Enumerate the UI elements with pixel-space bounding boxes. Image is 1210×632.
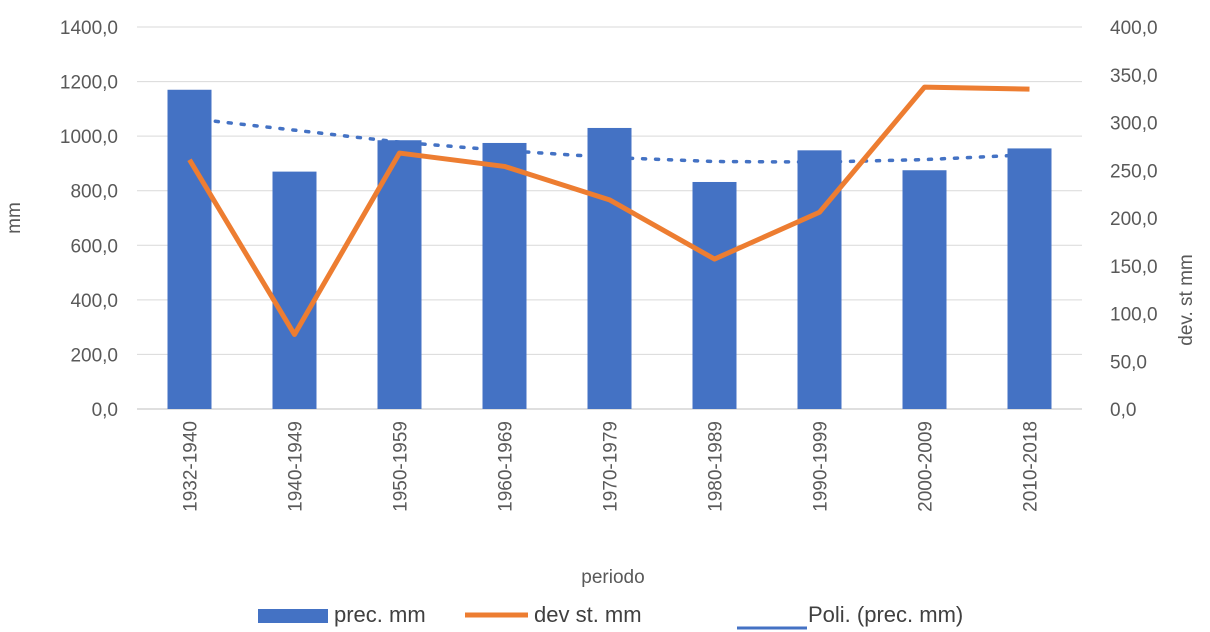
y2-tick-label: 50,0: [1110, 352, 1147, 373]
x-tick-label: 1932-1940: [181, 421, 202, 512]
y-tick-label: 200,0: [70, 345, 118, 366]
x-tick-label: 1960-1969: [496, 421, 517, 512]
legend: prec. mm dev st. mm Poli. (prec. mm): [258, 602, 963, 630]
y2-tick-label: 250,0: [1110, 161, 1158, 182]
bar: [587, 127, 632, 409]
y-axis-right-ticks: 0,0 50,0 100,0 150,0 200,0 250,0 300,0 350,0 400…: [1110, 18, 1158, 421]
bar: [902, 170, 947, 409]
bar: [377, 140, 422, 409]
y2-tick-label: 300,0: [1110, 114, 1158, 135]
x-tick-label: 2000-2009: [916, 421, 937, 512]
y-axis-left-ticks: 0,0 200,0 400,0 600,0 800,0 1000,0 1200,0 1400,…: [60, 18, 118, 421]
x-axis-ticks: 1932-1940 1940-1949 1950-1959 1960-1969 1970…: [181, 421, 1042, 512]
y2-tick-label: 0,0: [1110, 400, 1136, 421]
line-series: [187, 84, 1030, 338]
legend-label-prec: prec. mm: [334, 602, 426, 627]
y-tick-label: 400,0: [70, 291, 118, 312]
y-axis-title: mm: [4, 202, 25, 234]
x-tick-label: 2010-2018: [1021, 421, 1042, 512]
y-tick-label: 0,0: [92, 400, 118, 421]
bar-series: [167, 89, 1052, 409]
legend-label-poli: Poli. (prec. mm): [808, 602, 963, 627]
bar: [167, 89, 212, 409]
legend-label-devst: dev st. mm: [534, 602, 642, 627]
y-tick-label: 1000,0: [60, 127, 118, 148]
x-tick-label: 1990-1999: [811, 421, 832, 512]
x-tick-label: 1980-1989: [706, 421, 727, 512]
trendline-series: [187, 116, 1032, 164]
legend-swatch-prec: [258, 609, 328, 623]
x-tick-label: 1970-1979: [601, 421, 622, 512]
y2-axis-title: dev. st mm: [1176, 254, 1197, 346]
y2-tick-label: 150,0: [1110, 257, 1158, 278]
x-tick-label: 1940-1949: [286, 421, 307, 512]
trendline-path: [187, 116, 1032, 164]
y2-tick-label: 100,0: [1110, 305, 1158, 326]
y2-tick-label: 350,0: [1110, 66, 1158, 87]
x-axis-title: periodo: [581, 567, 644, 588]
y2-tick-label: 400,0: [1110, 18, 1158, 39]
y-tick-label: 1400,0: [60, 18, 118, 39]
y-tick-label: 800,0: [70, 182, 118, 203]
x-tick-label: 1950-1959: [391, 421, 412, 512]
bar: [482, 142, 527, 409]
y-tick-label: 600,0: [70, 236, 118, 257]
bar: [692, 181, 737, 409]
y-tick-label: 1200,0: [60, 73, 118, 94]
bar: [797, 150, 842, 409]
y2-tick-label: 200,0: [1110, 209, 1158, 230]
bar: [272, 171, 317, 409]
bar: [1007, 148, 1052, 409]
